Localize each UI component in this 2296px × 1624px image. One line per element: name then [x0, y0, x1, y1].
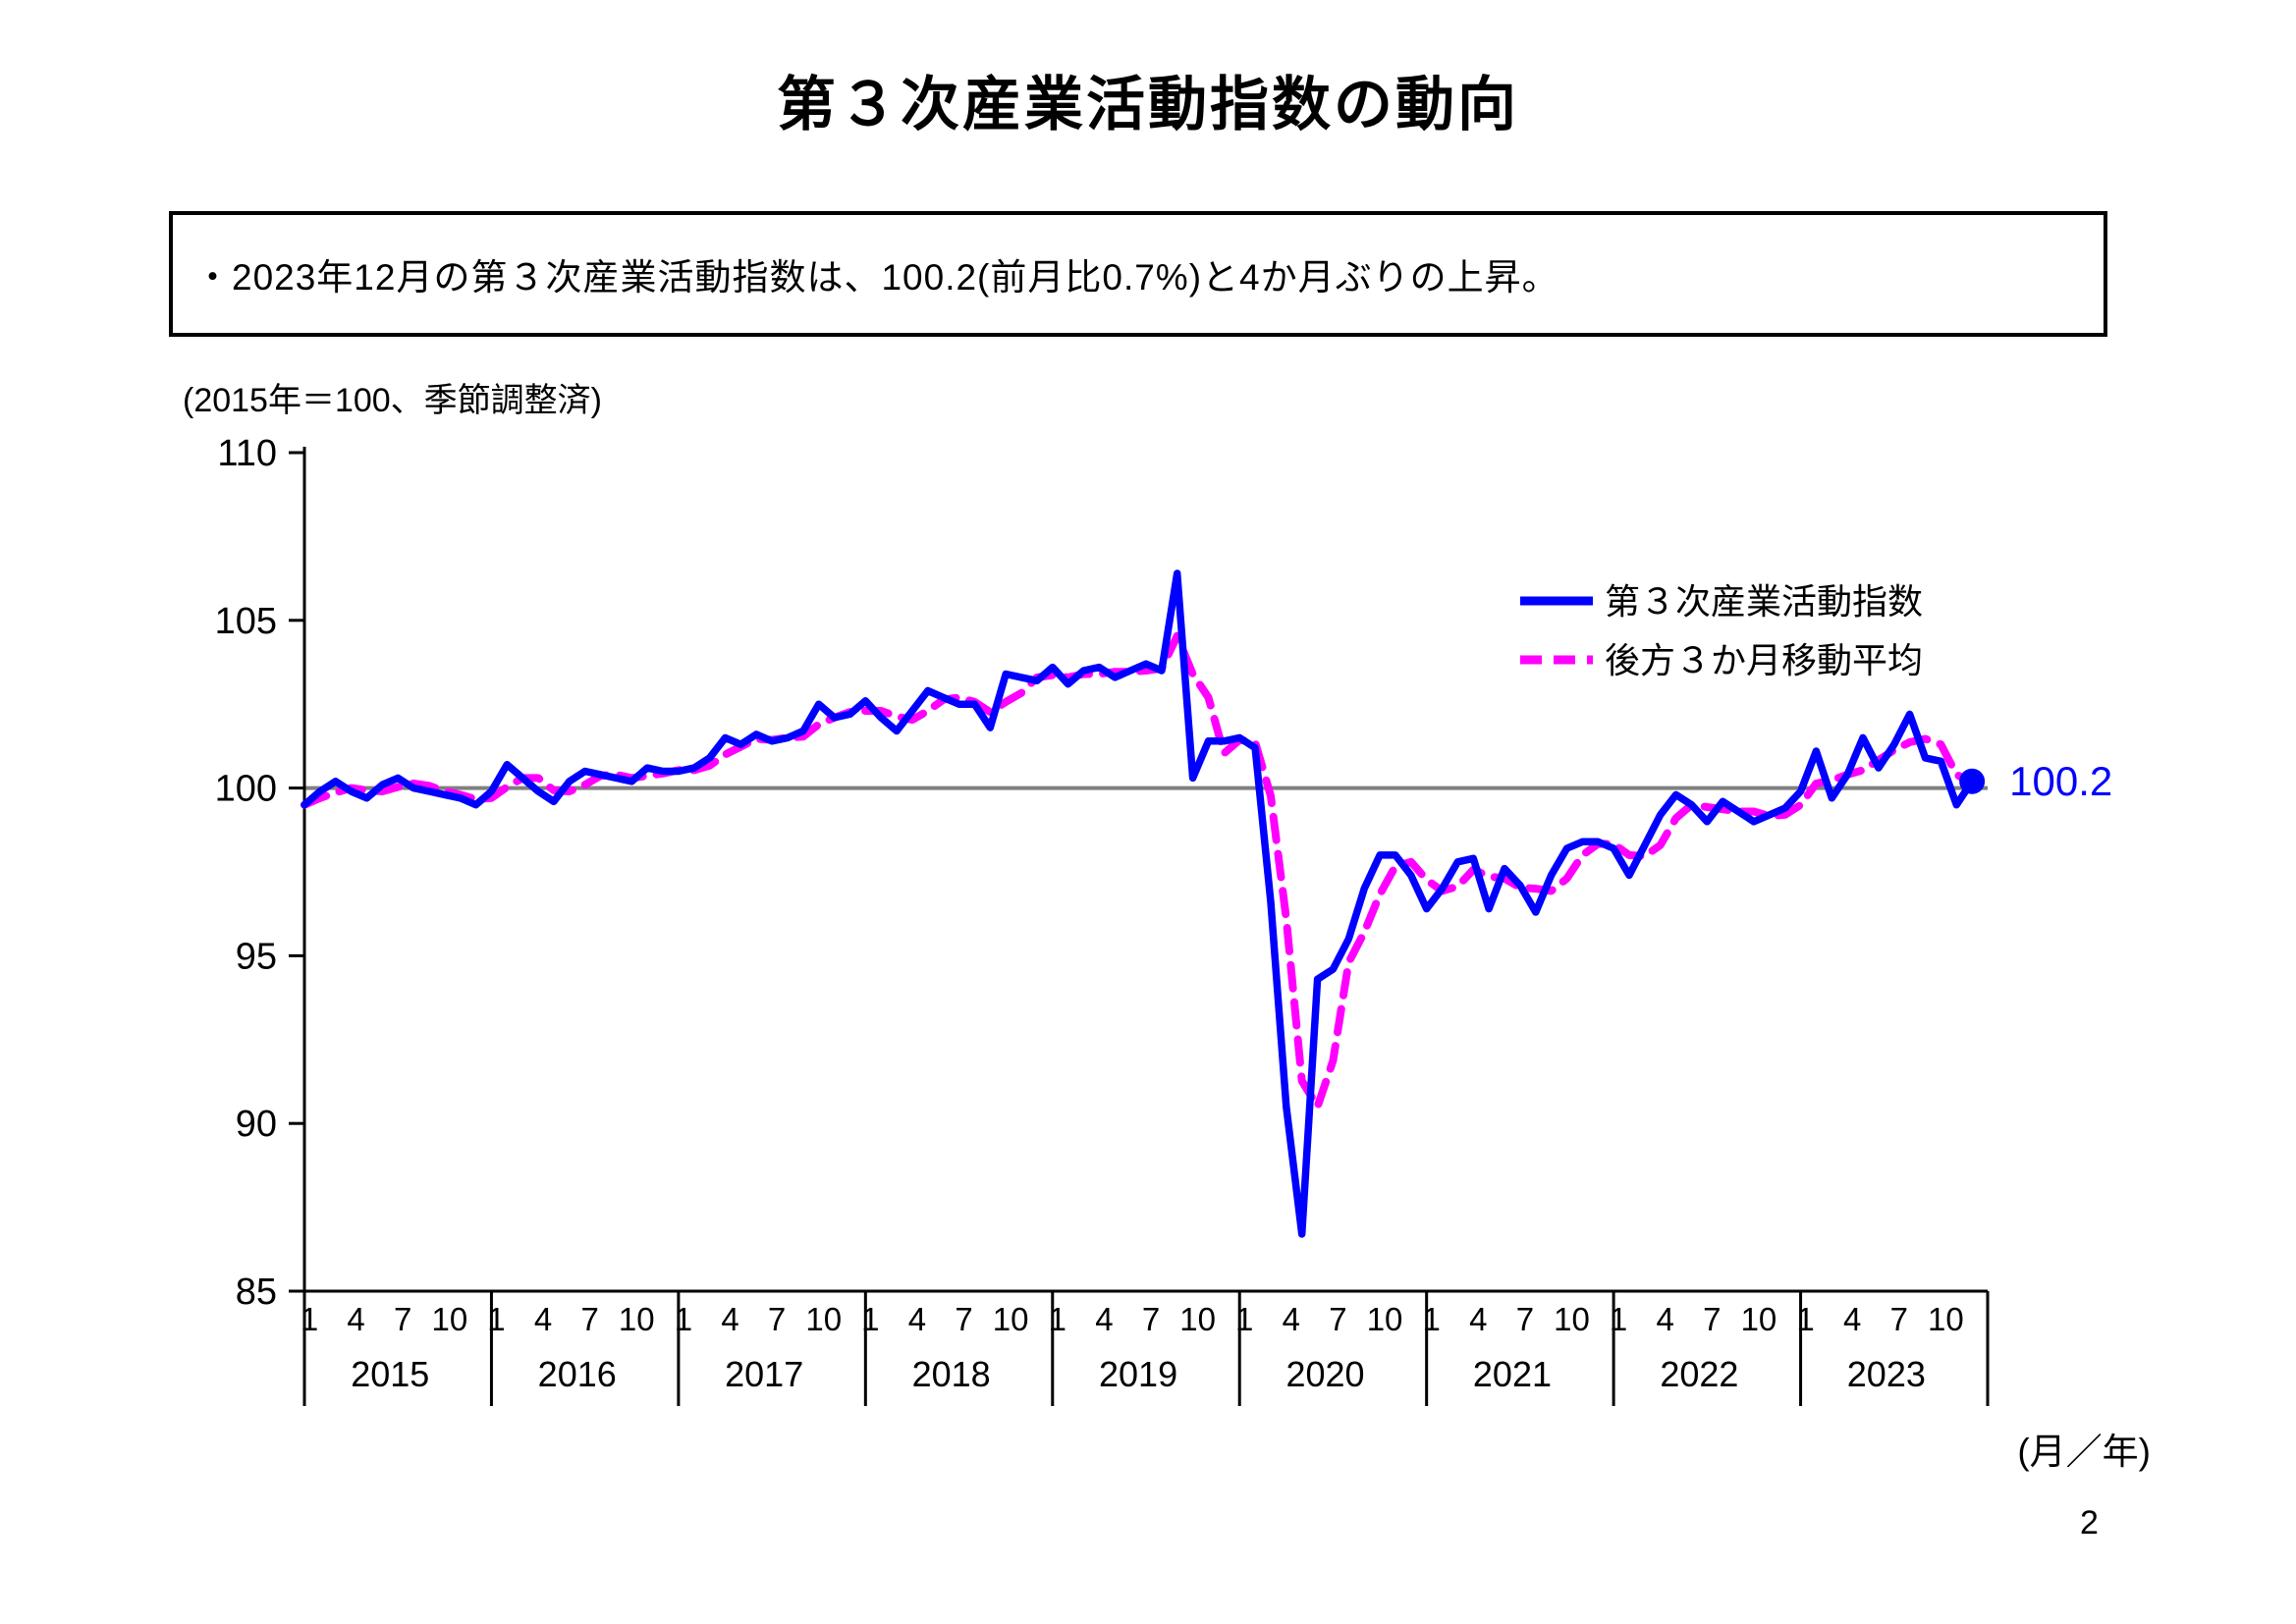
month-tick-label: 4 [1283, 1301, 1300, 1337]
month-tick-label: 10 [619, 1301, 655, 1337]
month-tick-label: 1 [1235, 1301, 1253, 1337]
month-tick-label: 7 [1142, 1301, 1160, 1337]
month-tick-label: 4 [908, 1301, 926, 1337]
summary-box: ・2023年12月の第３次産業活動指数は、100.2(前月比0.7%)と4か月ぶ… [169, 211, 2107, 337]
end-value-label: 100.2 [2009, 758, 2112, 804]
month-tick-label: 10 [1741, 1301, 1777, 1337]
month-tick-label: 10 [431, 1301, 467, 1337]
index-line [301, 569, 1976, 1238]
year-label: 2016 [538, 1354, 617, 1394]
year-label: 2021 [1473, 1354, 1552, 1394]
y-tick-label: 105 [215, 601, 277, 642]
x-axis-unit-label: (月／年) [2017, 1432, 2151, 1472]
month-tick-label: 4 [1095, 1301, 1113, 1337]
page-number: 2 [2080, 1504, 2099, 1542]
year-label: 2018 [912, 1354, 991, 1394]
month-tick-label: 10 [1928, 1301, 1964, 1337]
y-axis-note: (2015年＝100、季節調整済) [183, 382, 603, 419]
month-tick-label: 4 [347, 1301, 364, 1337]
year-label: 2023 [1847, 1354, 1926, 1394]
month-tick-label: 7 [394, 1301, 411, 1337]
month-tick-label: 10 [805, 1301, 842, 1337]
month-tick-label: 10 [1554, 1301, 1590, 1337]
month-tick-label: 1 [487, 1301, 505, 1337]
month-tick-label: 7 [768, 1301, 786, 1337]
month-tick-label: 7 [1703, 1301, 1721, 1337]
last-point-marker [1959, 768, 1986, 794]
y-tick-label: 85 [236, 1272, 277, 1313]
year-label: 2015 [351, 1354, 429, 1394]
y-tick-label: 95 [236, 936, 277, 977]
page-title: 第３次産業活動指数の動向 [777, 72, 1519, 137]
month-tick-label: 1 [1049, 1301, 1066, 1337]
month-tick-label: 7 [955, 1301, 972, 1337]
month-tick-label: 1 [301, 1301, 318, 1337]
moving-average-line [301, 631, 1977, 1111]
month-tick-label: 4 [1843, 1301, 1861, 1337]
month-tick-label: 7 [1890, 1301, 1908, 1337]
year-label: 2020 [1285, 1354, 1364, 1394]
month-tick-label: 4 [534, 1301, 552, 1337]
month-tick-label: 10 [993, 1301, 1029, 1337]
month-tick-label: 7 [1329, 1301, 1346, 1337]
legend-label: 第３次産業活動指数 [1605, 581, 1923, 622]
month-tick-label: 1 [1796, 1301, 1814, 1337]
summary-text: ・2023年12月の第３次産業活動指数は、100.2(前月比0.7%)と4か月ぶ… [194, 257, 1559, 298]
y-tick-label: 90 [236, 1104, 277, 1145]
month-tick-label: 1 [1610, 1301, 1627, 1337]
y-tick-label: 110 [217, 433, 277, 474]
y-tick-label: 100 [215, 769, 277, 810]
month-tick-label: 4 [1469, 1301, 1487, 1337]
year-label: 2017 [725, 1354, 803, 1394]
month-tick-label: 1 [861, 1301, 879, 1337]
month-tick-label: 7 [580, 1301, 598, 1337]
year-label: 2019 [1099, 1354, 1177, 1394]
month-tick-label: 4 [721, 1301, 738, 1337]
month-tick-label: 10 [1179, 1301, 1216, 1337]
month-tick-label: 1 [1422, 1301, 1440, 1337]
month-tick-label: 1 [675, 1301, 692, 1337]
year-label: 2022 [1660, 1354, 1738, 1394]
legend-label: 後方３か月移動平均 [1605, 640, 1923, 680]
month-tick-label: 4 [1657, 1301, 1674, 1337]
month-tick-label: 10 [1367, 1301, 1403, 1337]
month-tick-label: 7 [1516, 1301, 1534, 1337]
